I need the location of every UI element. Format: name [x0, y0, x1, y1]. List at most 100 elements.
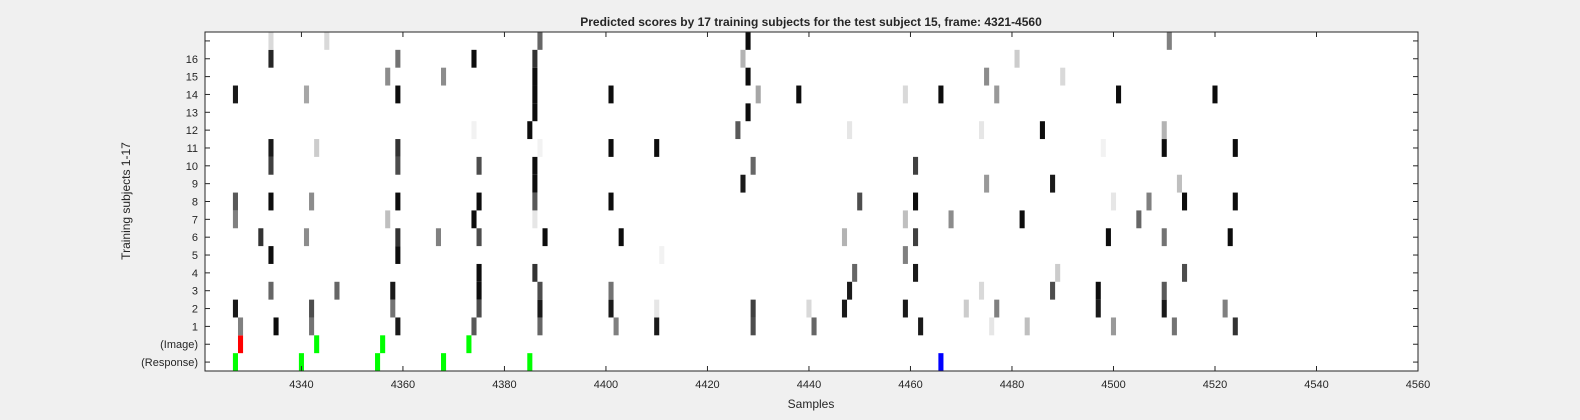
heatmap-cell	[750, 317, 756, 336]
heatmap-cell	[1019, 210, 1025, 229]
heatmap-cell	[913, 263, 919, 282]
heatmap-cell	[750, 156, 756, 175]
y-tick-label: 1	[192, 321, 198, 333]
x-tick-label: 4460	[898, 379, 922, 391]
x-tick-label: 4420	[695, 379, 719, 391]
heatmap-cell	[948, 210, 954, 229]
y-tick-label: 16	[186, 54, 198, 66]
heatmap-cell	[380, 335, 386, 354]
heatmap-cell	[755, 85, 761, 104]
heatmap-cell	[1136, 210, 1142, 229]
heatmap-cell	[902, 85, 908, 104]
heatmap-cell	[466, 335, 472, 354]
y-tick-label: 7	[192, 214, 198, 226]
heatmap-cell	[913, 228, 919, 247]
heatmap-cell	[298, 353, 304, 371]
heatmap-cell	[390, 299, 396, 318]
y-tick-label: 6	[192, 232, 198, 244]
heatmap-cell	[745, 67, 751, 86]
heatmap-cell	[395, 317, 401, 336]
heatmap-cell	[963, 299, 969, 318]
heatmap-cell	[1232, 317, 1238, 336]
x-tick-label: 4440	[797, 379, 821, 391]
heatmap-cell	[395, 85, 401, 104]
heatmap-cell	[1050, 174, 1056, 193]
heatmap-cell	[537, 317, 543, 336]
heatmap-cell	[740, 174, 746, 193]
heatmap-cell	[532, 210, 538, 229]
heatmap-cell	[806, 299, 812, 318]
y-tick-label: 2	[192, 304, 198, 316]
heatmap-cell	[654, 317, 660, 336]
heatmap-cell	[913, 156, 919, 175]
heatmap-cell	[745, 32, 751, 50]
heatmap-cell	[441, 353, 447, 371]
heatmap-cell	[537, 139, 543, 157]
heatmap-cell	[532, 192, 538, 211]
y-tick-label: 4	[192, 268, 198, 280]
x-tick-label: 4360	[391, 379, 415, 391]
heatmap-cell	[1055, 263, 1061, 282]
heatmap-cell	[1161, 281, 1167, 300]
heatmap-cell	[542, 228, 548, 247]
heatmap-cell	[476, 299, 482, 318]
heatmap-cell	[532, 85, 538, 104]
y-tick-label: (Response)	[141, 357, 198, 369]
heatmap-cell	[796, 85, 802, 104]
heatmap-cell	[309, 299, 315, 318]
heatmap-cell	[745, 103, 751, 122]
heatmap-cell	[608, 299, 614, 318]
heatmap-cell	[237, 335, 244, 354]
heatmap-cell	[1100, 139, 1106, 157]
heatmap-cell	[1110, 192, 1117, 211]
heatmap-cell	[608, 139, 614, 157]
heatmap-cell	[608, 192, 614, 211]
heatmap-cell	[740, 49, 746, 68]
heatmap-cell	[395, 192, 401, 211]
heatmap-cell	[385, 210, 391, 229]
heatmap-cell	[476, 192, 482, 211]
heatmap-cell	[375, 353, 381, 371]
heatmap-cell	[978, 281, 985, 300]
heatmap-cell	[847, 121, 853, 140]
heatmap-cell	[978, 121, 985, 140]
heatmap-cell	[918, 317, 924, 336]
heatmap-cell	[654, 139, 660, 157]
heatmap-cell	[309, 192, 315, 211]
heatmap-cell	[232, 299, 238, 318]
heatmap-cell	[527, 353, 533, 371]
heatmap-cell	[1181, 192, 1188, 211]
heatmap-cell	[1222, 299, 1228, 318]
heatmap-cell	[1161, 299, 1167, 318]
heatmap-cell	[476, 156, 482, 175]
heatmap-cell	[938, 85, 944, 104]
y-tick-label: 5	[192, 250, 198, 262]
x-tick-label: 4380	[492, 379, 516, 391]
heatmap-cell	[273, 317, 279, 336]
heatmap-cell	[532, 103, 538, 122]
heatmap-cell	[659, 246, 665, 264]
heatmap-cell	[994, 299, 1000, 318]
heatmap-cell	[984, 174, 990, 193]
x-axis-ticks: 4340 4360 4380 4400 4420 4440 4460 4480 4500 4520…	[289, 32, 1430, 391]
heatmap-cell	[857, 192, 863, 211]
heatmap-cell	[314, 335, 320, 354]
heatmap-cell	[1116, 85, 1122, 104]
heatmap-cell	[1181, 263, 1188, 282]
x-tick-label: 4400	[594, 379, 618, 391]
heatmap-cell	[841, 299, 848, 318]
heatmap-cell	[441, 67, 447, 86]
y-tick-label: 15	[186, 72, 198, 84]
heatmap-cell	[232, 192, 238, 211]
heatmap-cell	[1161, 228, 1167, 247]
heatmap-cell	[537, 32, 543, 50]
heatmap-cell	[232, 353, 238, 371]
heatmap-cell	[334, 281, 340, 300]
heatmap-cell	[268, 32, 274, 50]
heatmap-cell	[913, 192, 919, 211]
heatmap-cell	[258, 228, 264, 247]
heatmap-cell	[841, 228, 848, 247]
heatmap-cells	[232, 32, 1238, 371]
